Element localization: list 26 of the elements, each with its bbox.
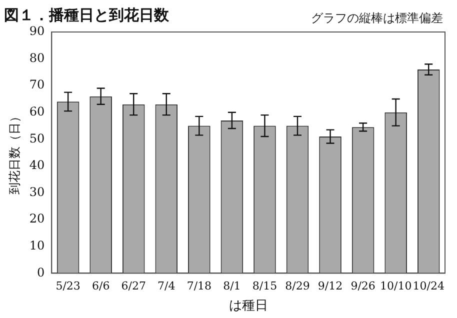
y-tick-label: 70 <box>29 78 45 92</box>
y-tick-label: 30 <box>29 184 45 199</box>
y-tick-label: 60 <box>29 104 45 119</box>
text: グラフの縦棒は標準偏差 <box>311 10 443 27</box>
x-tick-label: 7/18 <box>186 280 212 293</box>
chart-title: 図１．播種日と到花日数 <box>4 6 169 25</box>
y-tick-label: 80 <box>29 50 45 65</box>
y-tick-label: 40 <box>29 158 45 172</box>
x-tick-label: 5/23 <box>56 280 80 293</box>
x-axis-title: は種日 <box>228 298 268 314</box>
x-tick-label: 9/26 <box>350 280 376 293</box>
x-tick-label: 10/10 <box>380 280 412 293</box>
x-tick-label: 6/27 <box>121 280 146 293</box>
x-tick-label: 6/6 <box>92 280 110 293</box>
x-tick-label: 7/4 <box>158 280 176 293</box>
x-tick-label: 8/15 <box>252 280 278 293</box>
x-tick-label: 9/12 <box>318 280 343 293</box>
y-tick-label: 0 <box>37 265 45 280</box>
y-tick-label: 90 <box>29 24 45 38</box>
x-tick-label: 10/24 <box>412 280 444 293</box>
y-tick-label: 10 <box>29 238 45 253</box>
y-tick-label: 50 <box>29 131 45 146</box>
y-tick-label: 20 <box>29 212 45 226</box>
y-axis-title: 到花日数（日） <box>7 110 22 195</box>
x-tick-label: 8/1 <box>223 280 241 293</box>
x-tick-label: 8/29 <box>285 280 310 293</box>
